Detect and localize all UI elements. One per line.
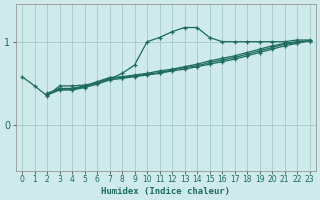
X-axis label: Humidex (Indice chaleur): Humidex (Indice chaleur) <box>101 187 230 196</box>
